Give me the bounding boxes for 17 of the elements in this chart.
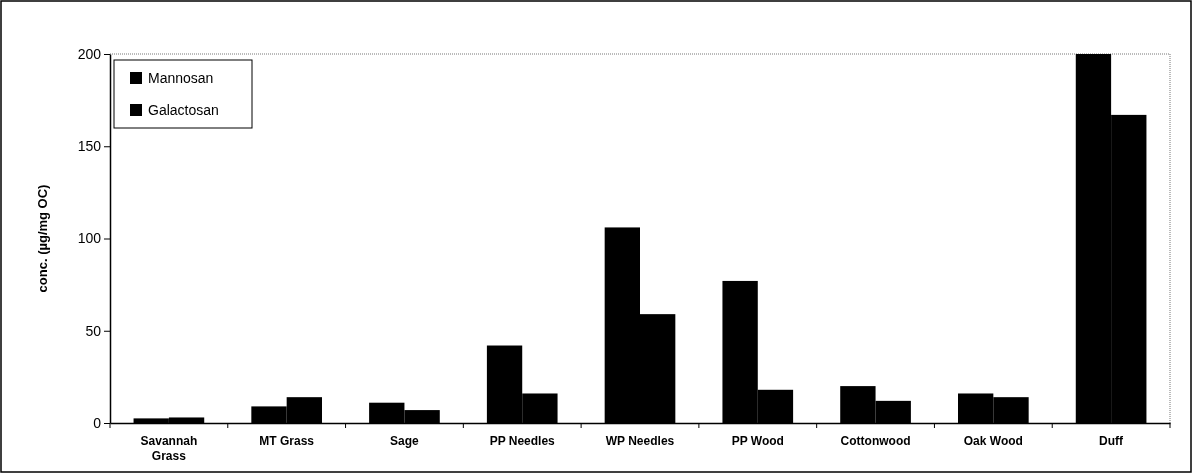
x-tick-label: Cottonwood: [840, 434, 911, 448]
x-tick-label: MT Grass: [259, 434, 315, 448]
y-tick-label: 0: [93, 414, 102, 431]
y-axis-title: conc. (µg/mg OC): [35, 184, 50, 293]
x-tick-label: Duff: [1099, 434, 1125, 448]
x-tick-label: PP Needles: [489, 434, 556, 448]
x-tick-label: Savannah Grass: [140, 434, 198, 463]
y-tick-label: 150: [77, 138, 102, 155]
x-tick-label: Oak Wood: [963, 434, 1023, 448]
x-tick-label: WP Needles: [605, 434, 675, 448]
y-tick-label: 50: [85, 322, 102, 339]
y-tick-label: 200: [77, 45, 102, 62]
legend-label: Galactosan: [148, 102, 219, 118]
x-tick-label: Sage: [390, 434, 420, 448]
y-tick-label: 100: [77, 230, 102, 247]
x-tick-label: PP Wood: [731, 434, 784, 448]
legend-label: Mannosan: [148, 70, 214, 86]
